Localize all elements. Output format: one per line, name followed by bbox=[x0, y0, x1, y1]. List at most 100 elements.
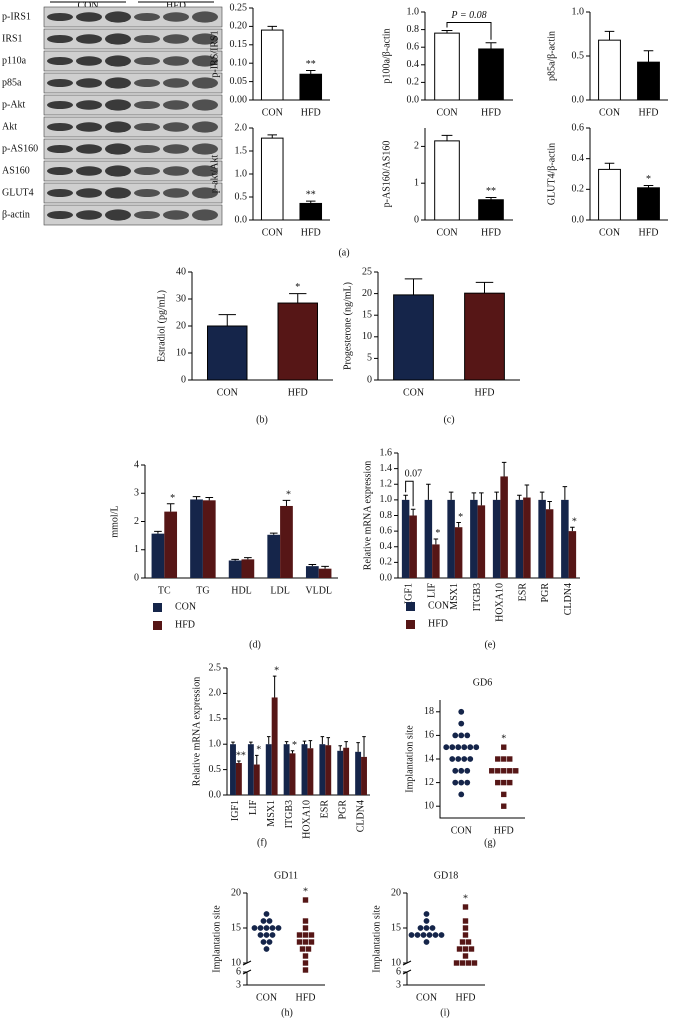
chart: 0.00 0.05 0.10 0.15 0.20 0.25 p-IRS/IRS1 CON HFD… bbox=[209, 2, 330, 118]
significance-label: * bbox=[303, 886, 308, 897]
error-bar bbox=[266, 736, 271, 745]
dot bbox=[461, 756, 468, 762]
blot-band bbox=[134, 79, 160, 87]
panel-label: (i) bbox=[440, 1007, 449, 1018]
blot-band bbox=[192, 165, 218, 177]
y-axis-title: p-IRS/IRS1 bbox=[209, 30, 220, 77]
x-tick-label: CON bbox=[436, 227, 457, 238]
x-tick-label: CON bbox=[599, 227, 620, 238]
y-tick-label: 0.0 bbox=[407, 94, 420, 105]
dot bbox=[458, 732, 465, 739]
blot-band bbox=[163, 122, 189, 132]
bar bbox=[424, 499, 433, 578]
annotation: P = 0.08 bbox=[450, 10, 486, 21]
bar bbox=[253, 764, 260, 795]
bar bbox=[241, 559, 255, 578]
y-tick-label: 0.4 bbox=[407, 59, 420, 70]
blot-strip bbox=[43, 72, 223, 94]
dot bbox=[420, 932, 427, 938]
dot bbox=[462, 904, 469, 910]
y-tick-label: 10 bbox=[362, 331, 372, 342]
bar bbox=[299, 73, 323, 101]
bar bbox=[478, 199, 504, 221]
y-tick-label: 25 bbox=[362, 266, 372, 277]
error-bar bbox=[404, 278, 423, 295]
blot-band bbox=[76, 56, 102, 66]
blot-band bbox=[192, 187, 218, 199]
bar bbox=[545, 509, 554, 578]
bar bbox=[228, 560, 242, 578]
x-tick-label: MSX1 bbox=[266, 800, 277, 827]
y-tick-label: 20 bbox=[362, 288, 372, 299]
error-bar bbox=[479, 492, 484, 506]
error-bar bbox=[166, 503, 175, 512]
x-tick-label: CON bbox=[256, 992, 277, 1003]
y-tick-label: 1.0 bbox=[407, 6, 420, 17]
blot-band bbox=[163, 12, 189, 22]
blot-band bbox=[105, 121, 131, 133]
dot bbox=[462, 953, 469, 959]
dot bbox=[260, 918, 267, 924]
x-tick-label: TC bbox=[158, 585, 171, 596]
x-tick-label: PGR bbox=[337, 800, 348, 820]
x-tick-label: MSX1 bbox=[449, 583, 460, 610]
blot-row-label: p85a bbox=[2, 77, 22, 88]
blot-band bbox=[47, 13, 73, 21]
error-bar bbox=[306, 200, 316, 204]
blot-band bbox=[76, 100, 102, 110]
significance-label: ** bbox=[306, 59, 316, 70]
y-tick-label: 0 bbox=[134, 572, 139, 583]
error-bar bbox=[249, 741, 253, 745]
chart: 0 10 20 30 40 Estradiol (pg/mL) CON HFD * bbox=[156, 266, 333, 398]
y-tick-label: 6 bbox=[236, 966, 241, 977]
y-tick-label: 1.6 bbox=[380, 447, 393, 458]
bar bbox=[478, 48, 504, 101]
bar bbox=[355, 751, 362, 795]
error-bar bbox=[643, 185, 654, 188]
error-bar bbox=[308, 563, 317, 567]
y-axis-title: Progesterone (ng/mL) bbox=[342, 282, 353, 370]
significance-label: ** bbox=[236, 750, 246, 761]
dot bbox=[462, 946, 469, 952]
x-tick-label: HFD bbox=[638, 227, 658, 238]
y-tick-label: 0.8 bbox=[380, 510, 393, 521]
error-bar bbox=[267, 134, 277, 139]
chart: 0 5 10 15 20 25 Progesterone (ng/mL) CON HFD bbox=[342, 266, 520, 398]
bar bbox=[260, 29, 284, 101]
x-tick-label: HFD bbox=[481, 227, 501, 238]
dot bbox=[465, 960, 472, 966]
dot bbox=[452, 732, 459, 739]
blot-strip bbox=[43, 138, 223, 160]
x-tick-label: CON bbox=[262, 227, 283, 238]
x-tick-label: CON bbox=[262, 107, 283, 118]
panel-label: (a) bbox=[338, 247, 349, 258]
bar bbox=[470, 499, 478, 578]
y-tick-label: 0 bbox=[414, 214, 419, 225]
error-bar bbox=[244, 557, 252, 560]
y-tick-label: 0.0 bbox=[380, 572, 393, 583]
x-tick-label: CON bbox=[217, 387, 238, 398]
dot bbox=[257, 932, 264, 938]
legend-label: CON bbox=[428, 600, 449, 611]
error-bar bbox=[289, 293, 307, 304]
dot bbox=[468, 946, 475, 952]
blot-band bbox=[192, 77, 218, 89]
chart: 0.0 0.5 1.0 p85a/β-actin CON HFD bbox=[546, 6, 668, 118]
error-bar bbox=[403, 494, 408, 500]
dot bbox=[296, 932, 303, 938]
y-axis-title: Relative mRNA expression bbox=[362, 461, 373, 570]
y-tick-label: 18 bbox=[424, 706, 434, 717]
bar bbox=[289, 753, 296, 795]
legend-label: HFD bbox=[175, 619, 195, 630]
dot bbox=[408, 932, 415, 938]
y-tick-label: 0.05 bbox=[230, 76, 248, 87]
dot bbox=[501, 791, 507, 798]
y-tick-label: 40 bbox=[176, 266, 186, 277]
blot-band bbox=[134, 145, 160, 153]
x-tick-label: VLDL bbox=[305, 585, 332, 596]
error-bar bbox=[539, 491, 545, 500]
y-axis-title: Implantation site bbox=[371, 905, 382, 973]
error-bar bbox=[254, 754, 259, 765]
x-tick-label: CON bbox=[436, 107, 457, 118]
blot-band bbox=[192, 143, 218, 155]
